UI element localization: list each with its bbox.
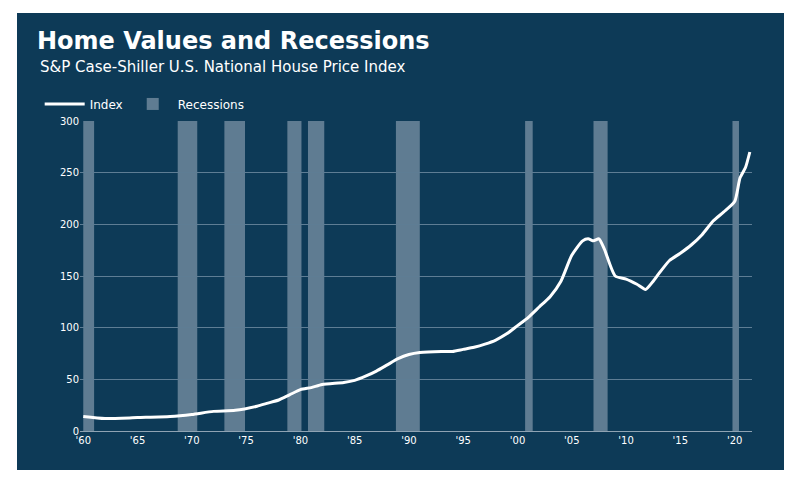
svg-text:S&P Case-Shiller U.S. National: S&P Case-Shiller U.S. National House Pri… [40,58,405,76]
svg-text:'95: '95 [455,435,470,446]
svg-text:300: 300 [60,116,79,127]
svg-text:'00: '00 [510,435,525,446]
svg-text:'20: '20 [727,435,742,446]
svg-text:Index: Index [90,98,123,112]
svg-text:0: 0 [73,426,79,437]
svg-text:'80: '80 [293,435,308,446]
svg-text:'05: '05 [564,435,579,446]
svg-text:100: 100 [60,322,79,333]
svg-text:'75: '75 [238,435,253,446]
svg-text:200: 200 [60,219,79,230]
svg-text:'60: '60 [76,435,91,446]
svg-text:150: 150 [60,271,79,282]
svg-text:Home Values and Recessions: Home Values and Recessions [37,27,430,55]
svg-text:'85: '85 [347,435,362,446]
svg-text:'65: '65 [130,435,145,446]
svg-text:50: 50 [66,374,79,385]
svg-text:'10: '10 [618,435,633,446]
svg-text:'15: '15 [673,435,688,446]
svg-text:'70: '70 [184,435,199,446]
svg-text:Recessions: Recessions [178,98,244,112]
svg-text:'90: '90 [401,435,416,446]
svg-text:250: 250 [60,167,79,178]
